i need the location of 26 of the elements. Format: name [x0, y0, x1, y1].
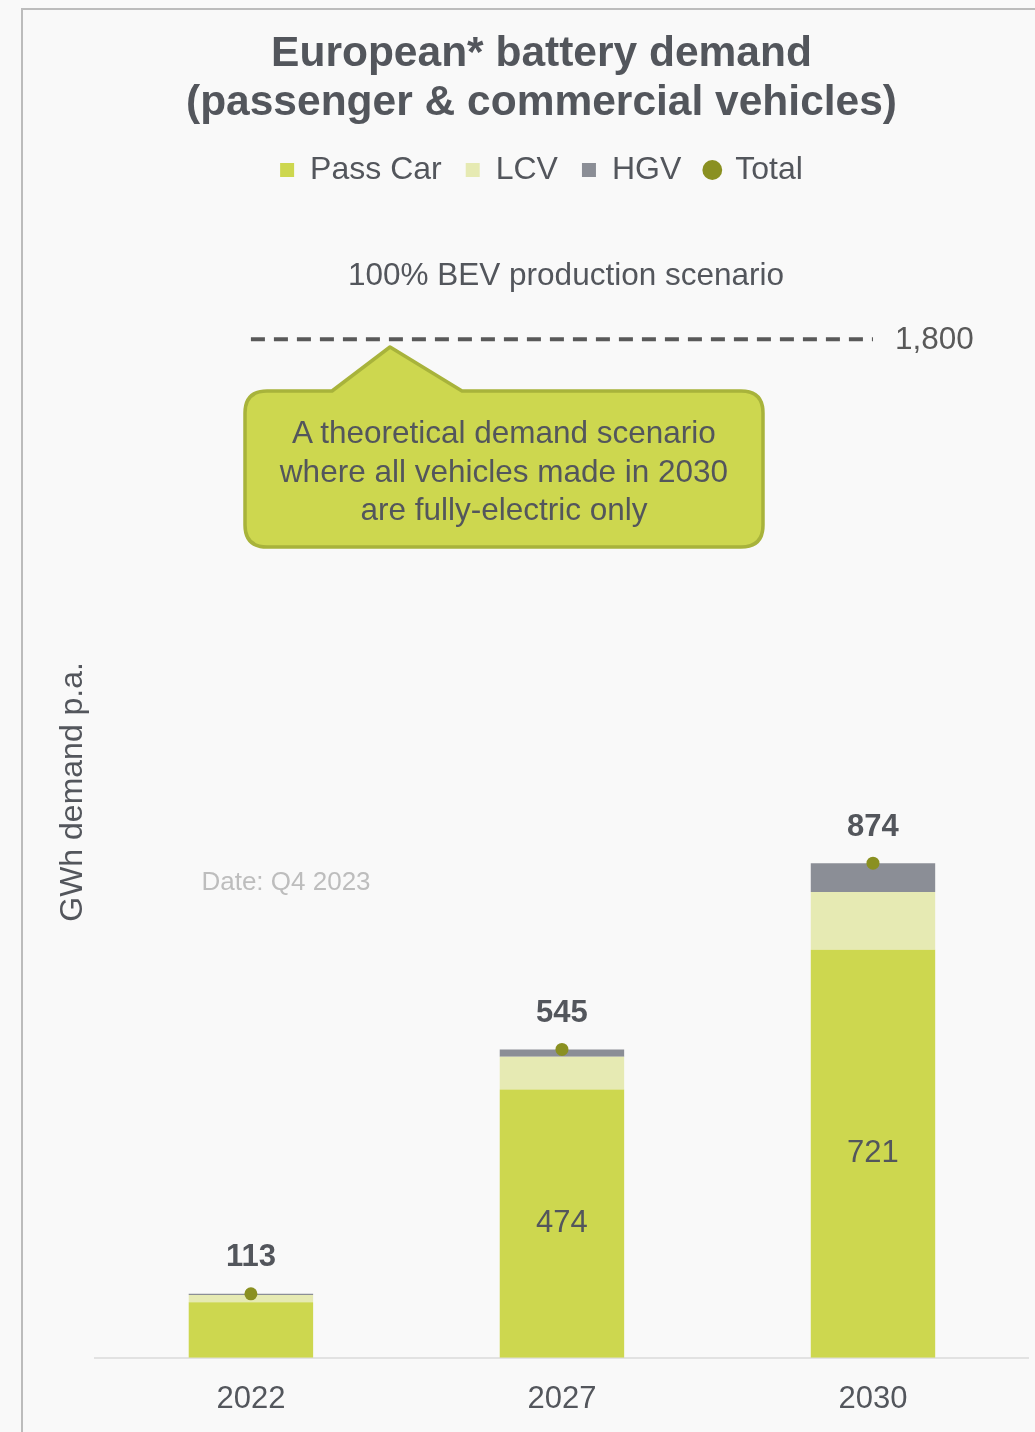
- x-tick-label: 2027: [527, 1379, 597, 1415]
- data-label: 474: [536, 1204, 588, 1240]
- bar: [810, 892, 936, 950]
- y-axis-title: GWh demand p.a.: [53, 662, 90, 922]
- data-label: 721: [847, 1134, 899, 1170]
- bar: [499, 1089, 625, 1358]
- chart-title: European* battery demand (passenger & commercial vehicles): [185, 28, 898, 125]
- bar: [499, 1056, 625, 1090]
- x-tick-label: 2030: [838, 1379, 908, 1415]
- bar: [810, 949, 936, 1358]
- legend-label: Pass Car: [310, 149, 443, 186]
- annotation: Date: Q4 2023: [200, 865, 372, 898]
- x-tick-label: 2022: [216, 1379, 286, 1415]
- legend-label: Total: [735, 149, 803, 186]
- annotation: A theoretical demand scenario where all vehicles made in 2030 are fully-electric only: [278, 413, 730, 529]
- legend-label: HGV: [611, 149, 682, 186]
- bar: [810, 863, 936, 893]
- text: 100% BEV production scenario: [347, 255, 785, 294]
- data-label: 113: [225, 1238, 276, 1274]
- data-label: 545: [536, 993, 588, 1029]
- bar: [188, 1294, 314, 1303]
- bar: [499, 1049, 625, 1057]
- legend-label: LCV: [495, 149, 559, 186]
- ref-line-label: 1,800: [894, 319, 974, 356]
- data-label: 874: [847, 807, 900, 843]
- bar: [188, 1302, 314, 1358]
